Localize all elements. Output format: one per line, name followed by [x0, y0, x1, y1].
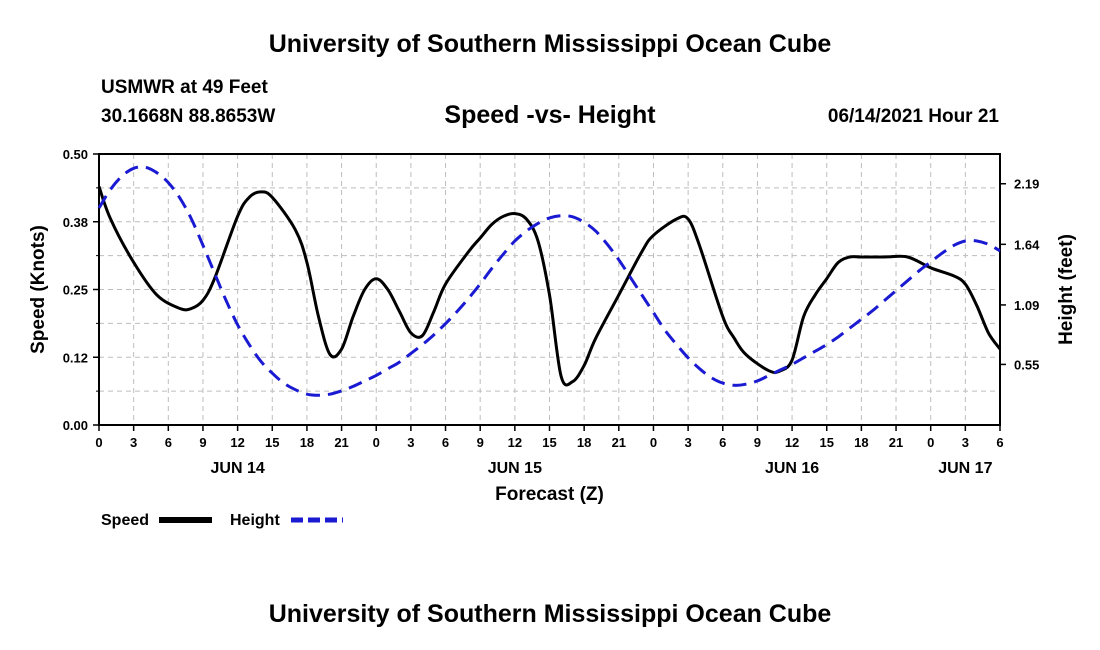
y-right-tick-label: 2.19: [1014, 177, 1039, 192]
x-tick-label: 9: [199, 435, 206, 450]
x-tick-label: 21: [612, 435, 626, 450]
date-label: JUN 16: [765, 460, 819, 477]
y-left-tick-label: 0.38: [63, 215, 88, 230]
y-left-tick-label: 0.00: [63, 418, 88, 433]
x-tick-label: 12: [785, 435, 799, 450]
y-left-axis-title: Speed (Knots): [28, 225, 49, 354]
x-tick-label: 3: [407, 435, 414, 450]
date-label: JUN 15: [488, 460, 542, 477]
x-tick-label: 9: [477, 435, 484, 450]
x-tick-label: 21: [889, 435, 903, 450]
x-tick-label: 3: [962, 435, 969, 450]
date-label: JUN 14: [210, 460, 264, 477]
footer-title: University of Southern Mississippi Ocean…: [268, 600, 832, 628]
forecast-datetime: 06/14/2021 Hour 21: [827, 106, 999, 127]
x-tick-label: 21: [334, 435, 348, 450]
x-tick-label: 6: [719, 435, 726, 450]
y-right-tick-label: 1.64: [1014, 237, 1040, 252]
legend-label-height: Height: [230, 512, 280, 529]
x-tick-label: 0: [95, 435, 102, 450]
x-tick-label: 0: [373, 435, 380, 450]
y-left-tick-label: 0.50: [63, 147, 88, 162]
x-tick-label: 0: [927, 435, 934, 450]
x-tick-label: 6: [442, 435, 449, 450]
y-left-tick-label: 0.25: [63, 283, 88, 298]
legend-label-speed: Speed: [101, 512, 149, 529]
x-tick-label: 15: [542, 435, 556, 450]
x-tick-label: 12: [508, 435, 522, 450]
y-right-tick-label: 1.09: [1014, 298, 1039, 313]
x-tick-label: 9: [754, 435, 761, 450]
x-tick-label: 12: [230, 435, 244, 450]
series-line-speed: [97, 186, 1002, 387]
x-tick-label: 0: [650, 435, 657, 450]
x-tick-label: 15: [265, 435, 279, 450]
station-name: USMWR at 49 Feet: [101, 77, 268, 98]
station-coordinates: 30.1668N 88.8653W: [101, 106, 276, 127]
x-tick-label: 15: [819, 435, 833, 450]
x-tick-label: 3: [684, 435, 691, 450]
y-left-tick-label: 0.12: [63, 350, 88, 365]
x-tick-label: 18: [577, 435, 591, 450]
x-tick-label: 18: [854, 435, 868, 450]
x-tick-label: 3: [130, 435, 137, 450]
y-right-axis-title: Height (feet): [1056, 234, 1077, 345]
x-tick-label: 18: [300, 435, 314, 450]
chart-title: Speed -vs- Height: [444, 101, 656, 129]
series-line-height: [97, 165, 1001, 397]
y-right-tick-label: 0.55: [1014, 357, 1039, 372]
x-axis-title: Forecast (Z): [495, 484, 604, 505]
page-title: University of Southern Mississippi Ocean…: [268, 30, 832, 58]
x-tick-label: 6: [996, 435, 1003, 450]
x-tick-label: 6: [165, 435, 172, 450]
plot-frame: [98, 153, 1001, 426]
date-label: JUN 17: [938, 460, 992, 477]
